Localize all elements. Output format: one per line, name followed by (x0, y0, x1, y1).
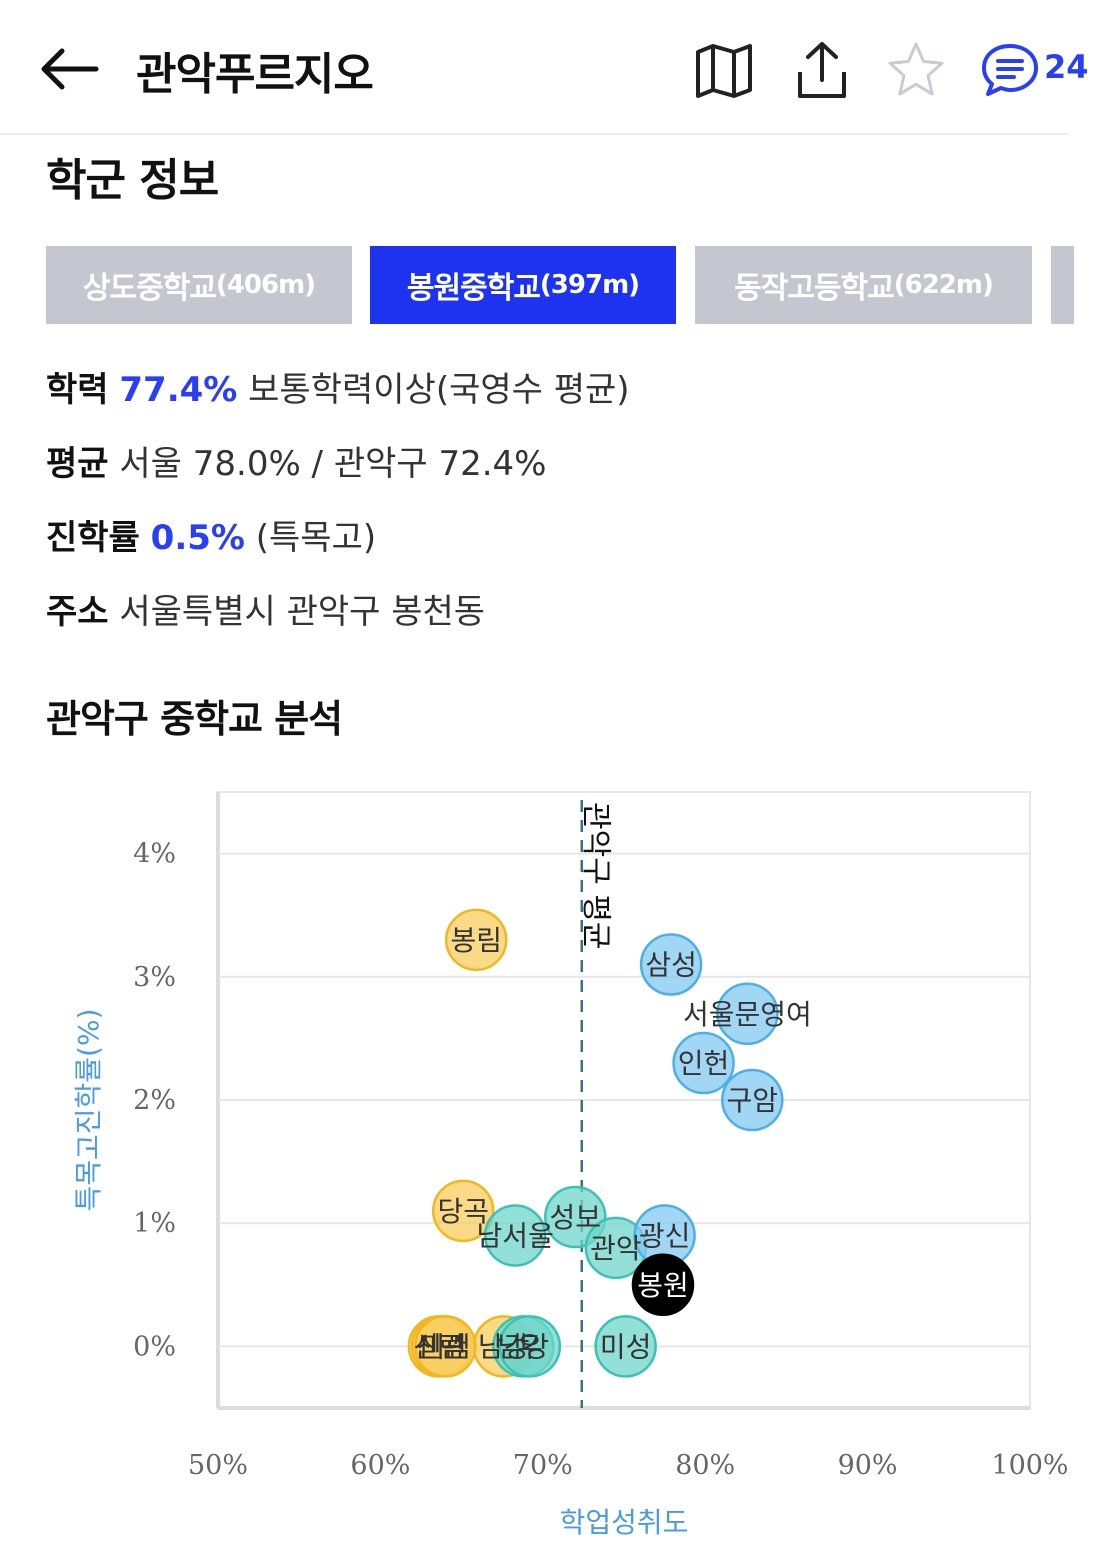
label-average: 평균 (46, 444, 109, 484)
data-point-label: 삼성 (645, 948, 697, 981)
value-advancement: 0.5% (150, 518, 245, 558)
data-point-label: 신림 (413, 1330, 465, 1363)
data-point (431, 1179, 495, 1243)
tab-distance: (406m) (215, 270, 316, 300)
comment-icon[interactable] (980, 40, 1040, 100)
data-point (631, 1253, 695, 1317)
section-title-school: 학군 정보 (46, 155, 219, 206)
data-point-label: 봉원 (637, 1269, 689, 1302)
data-point-label: 남서울 (477, 1220, 554, 1253)
x-axis-title: 학업성취도 (560, 1506, 689, 1539)
row-advancement: 진학률 0.5% (특목고) (46, 510, 376, 559)
y-tick-label: 1% (133, 1208, 176, 1239)
data-point (483, 1204, 547, 1267)
scatter-chart: 0% 1% 2% 3% 4% 50% 60% 70% 80% 90% 100% 학업성취도 특목고진학률… (0, 760, 1120, 1560)
data-point (721, 1068, 784, 1132)
y-tick-label: 0% (133, 1331, 176, 1362)
share-icon[interactable] (792, 40, 852, 100)
tab-dongjak-high[interactable]: 동작고등학교 (622m) (695, 246, 1032, 324)
data-point-label: 관악 (590, 1232, 642, 1265)
data-point (498, 1315, 562, 1378)
top-app-bar: 관악푸르지오 24 (0, 0, 1120, 135)
data-point-label: 봉림 (450, 924, 502, 957)
back-arrow-icon[interactable] (36, 44, 102, 94)
map-icon[interactable] (694, 40, 754, 100)
label-address: 주소 (46, 592, 109, 632)
tab-label: 상도중학교 (82, 271, 217, 306)
data-point (716, 982, 779, 1046)
data-point-label: 구암 (727, 1084, 779, 1117)
value-achievement: 77.4% (119, 370, 238, 410)
section-title-analysis: 관악구 중학교 분석 (46, 697, 343, 741)
data-point-label: 서울문영여 (683, 998, 812, 1031)
row-average: 평균 서울 78.0% / 관악구 72.4% (46, 436, 546, 485)
data-point-label: 당곡 (437, 1195, 489, 1228)
desc-advancement: (특목고) (255, 518, 377, 558)
y-tick-label: 3% (133, 962, 176, 993)
tab-label: 동작고등학교 (734, 271, 895, 306)
page-title: 관악푸르지오 (136, 49, 374, 100)
x-tick-label: 60% (350, 1450, 410, 1481)
header-divider (0, 133, 1068, 135)
data-point (414, 1315, 477, 1378)
desc-achievement: 보통학력이상(국영수 평균) (248, 370, 630, 410)
tab-label: 봉원중학교 (406, 271, 541, 306)
value-average: 서울 78.0% / 관악구 72.4% (119, 444, 547, 484)
star-icon[interactable] (886, 40, 946, 100)
data-point-label: 남강 (478, 1330, 530, 1363)
y-tick-label: 2% (133, 1085, 176, 1116)
row-address: 주소 서울특별시 관악구 봉천동 (46, 584, 485, 633)
data-point (594, 1315, 657, 1378)
tab-distance: (397m) (539, 270, 640, 300)
data-point-label: 신관 (416, 1330, 468, 1363)
label-achievement: 학력 (46, 370, 109, 410)
school-tabs: 상도중학교 (406m) 봉원중학교 (397m) 동작고등학교 (622m) (46, 246, 1074, 324)
comment-count[interactable]: 24 (1044, 48, 1089, 86)
y-axis-title: 특목고진학률(%) (72, 1008, 105, 1211)
data-point-label: 미성 (600, 1330, 652, 1363)
y-tick-label: 4% (133, 839, 176, 870)
tab-distance: (622m) (893, 270, 994, 300)
data-point (444, 908, 508, 972)
tab-sangdo[interactable]: 상도중학교 (406m) (46, 246, 352, 324)
x-tick-label: 50% (188, 1450, 248, 1481)
x-tick-label: 80% (675, 1450, 735, 1481)
tab-next-partial[interactable] (1051, 246, 1074, 324)
data-point-label: 인헌 (678, 1047, 730, 1080)
data-point (672, 1031, 735, 1095)
data-point-label: 우 (517, 1330, 543, 1363)
label-advancement: 진학률 (46, 518, 140, 558)
x-tick-label: 100% (991, 1450, 1068, 1481)
x-tick-label: 70% (513, 1450, 573, 1481)
x-tick-label: 90% (838, 1450, 898, 1481)
average-reference-label: 관악구 평균 (578, 802, 613, 950)
data-point-label: 미림 (420, 1330, 472, 1363)
data-point-label: 광신 (639, 1220, 691, 1253)
scatter-chart-svg: 0% 1% 2% 3% 4% 50% 60% 70% 80% 90% 100% 학업성취도 특목고진학률… (72, 791, 1069, 1539)
row-achievement: 학력 77.4% 보통학력이상(국영수 평균) (46, 362, 630, 411)
tab-bongwon[interactable]: 봉원중학교 (397m) (370, 246, 676, 324)
value-address: 서울특별시 관악구 봉천동 (119, 592, 486, 632)
data-point-label: 성보 (550, 1201, 602, 1234)
data-point-label: 남강 (498, 1330, 550, 1363)
data-point (639, 933, 703, 996)
